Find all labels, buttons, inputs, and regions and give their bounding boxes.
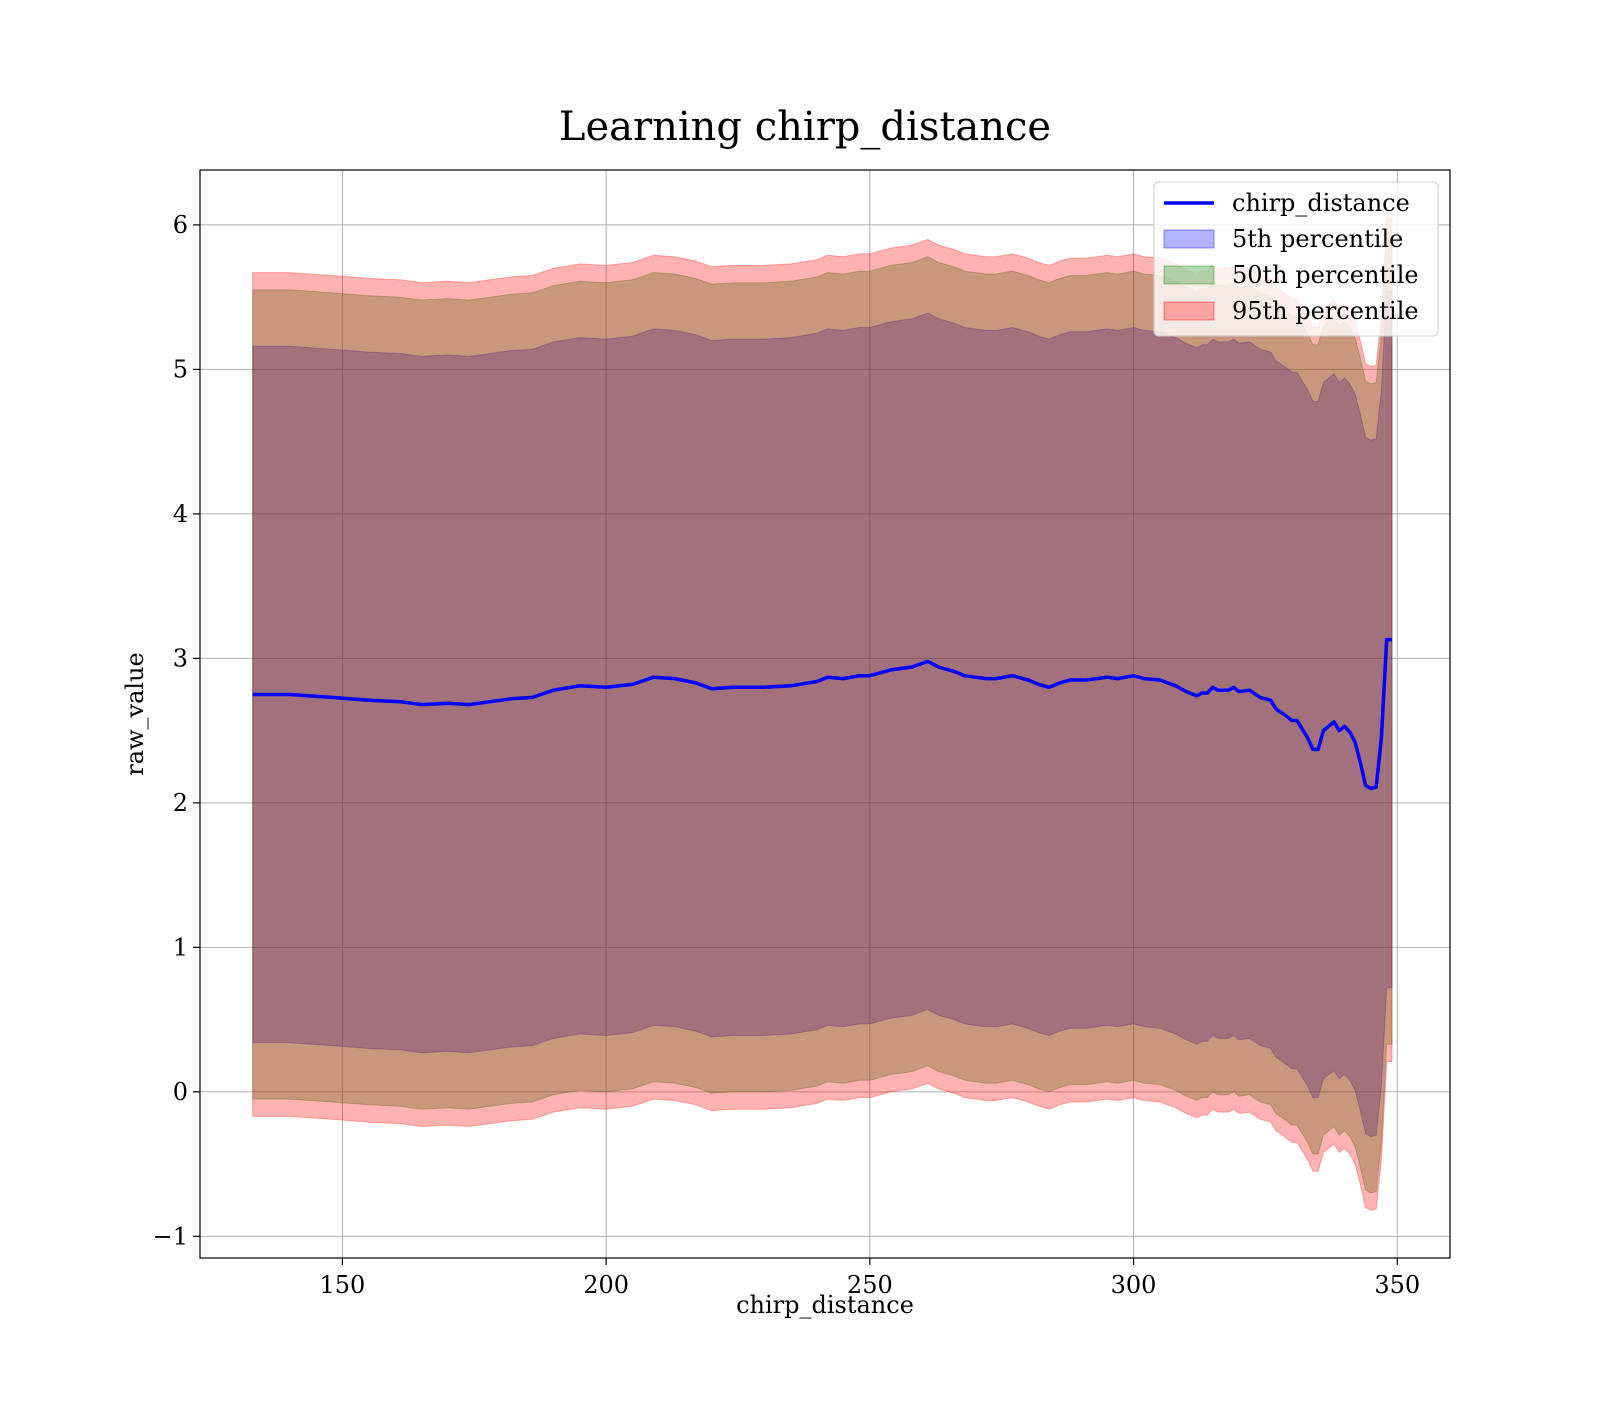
x-tick-label: 200 <box>583 1271 629 1299</box>
y-tick-label: −1 <box>153 1222 188 1250</box>
legend-label: chirp_distance <box>1232 189 1410 217</box>
legend: chirp_distance 5th percentile 50th percent… <box>1153 181 1439 337</box>
x-tick-label: 300 <box>1111 1271 1157 1299</box>
y-tick-label: 3 <box>173 644 188 672</box>
plot-frame <box>199 169 1451 1259</box>
chart-title: Learning chirp_distance <box>559 104 1051 150</box>
x-axis-label: chirp_distance <box>736 1291 914 1319</box>
y-axis-label: raw_value <box>121 652 149 776</box>
y-tick-label: 0 <box>173 1078 188 1106</box>
legend-swatch-band <box>1163 265 1215 285</box>
legend-swatch-band <box>1163 301 1215 321</box>
percentile-bands <box>252 217 1393 1211</box>
y-tick-label: 4 <box>173 500 188 528</box>
legend-label: 5th percentile <box>1232 225 1403 253</box>
y-tick-label: 1 <box>173 933 188 961</box>
band-50th-percentile <box>252 234 1393 1194</box>
legend-label: 95th percentile <box>1232 297 1419 325</box>
y-tick-label: 6 <box>173 211 188 239</box>
band-5th-percentile <box>252 290 1393 1138</box>
legend-box <box>1153 181 1439 337</box>
line-chirp-distance <box>252 637 1392 791</box>
y-tick-label: 5 <box>173 355 188 383</box>
x-tick-label: 250 <box>847 1271 893 1299</box>
y-axis-ticks: −1 0 1 2 3 4 5 6 <box>153 211 200 1250</box>
series-lines <box>252 637 1392 791</box>
x-axis-ticks: 150 200 250 300 350 <box>319 1258 1420 1299</box>
legend-label: 50th percentile <box>1232 261 1419 289</box>
y-tick-label: 2 <box>173 789 188 817</box>
band-95th-percentile <box>252 217 1393 1211</box>
legend-swatch-band <box>1163 229 1215 249</box>
x-tick-label: 150 <box>319 1271 365 1299</box>
x-tick-label: 350 <box>1374 1271 1420 1299</box>
